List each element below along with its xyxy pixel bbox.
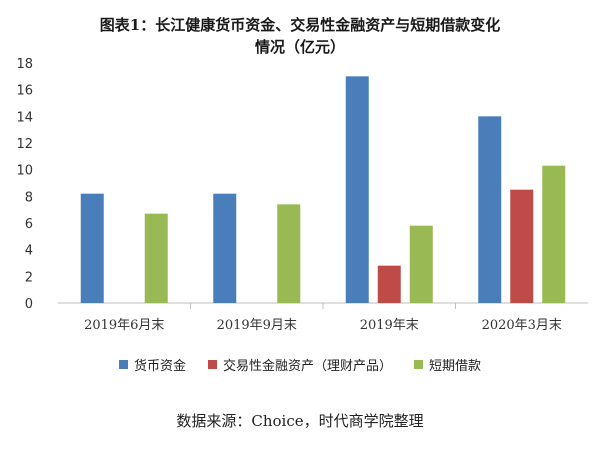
legend-swatch-cash (118, 360, 128, 369)
y-tick-label-0: 0 (25, 297, 33, 312)
legend-item-short-loans: 短期借款 (414, 355, 481, 374)
y-tick-label-14: 14 (16, 110, 33, 125)
legend-label-cash: 货币资金 (133, 359, 186, 374)
bar-1-0 (213, 193, 237, 303)
legend-swatch-trading-assets (207, 360, 217, 369)
bar-3-2 (542, 165, 566, 303)
bar-chart: 0 2 4 6 8 10 12 14 16 18 2019年6月末 2019年9月末 2019年末 202… (16, 57, 588, 333)
bar-0-2 (144, 213, 168, 303)
x-tick-label-3: 2020年3月末 (482, 318, 562, 333)
y-tick-label-2: 2 (25, 270, 33, 285)
legend-item-cash: 货币资金 (118, 355, 186, 374)
y-tick-label-6: 6 (25, 217, 33, 232)
legend-label-trading-assets: 交易性金融资产（理财产品） (222, 359, 392, 374)
y-tick-label-16: 16 (16, 84, 33, 99)
x-tick-label-1: 2019年9月末 (217, 318, 297, 333)
y-tick-label-12: 12 (16, 137, 33, 152)
x-tick-label-2: 2019年末 (360, 318, 419, 333)
y-tick-label-18: 18 (16, 57, 33, 72)
y-tick-label-4: 4 (25, 244, 33, 259)
bar-2-0 (345, 76, 369, 303)
data-source-note: 数据来源：Choice，时代商学院整理 (176, 412, 424, 430)
legend-label-short-loans: 短期借款 (429, 359, 482, 374)
legend: 货币资金 交易性金融资产（理财产品） 短期借款 (0, 355, 600, 374)
y-tick-label-10: 10 (16, 164, 33, 179)
bar-2-2 (409, 225, 433, 303)
bar-1-2 (277, 204, 301, 303)
bar-3-0 (478, 116, 502, 303)
bar-3-1 (510, 189, 534, 303)
y-tick-label-8: 8 (25, 190, 33, 205)
chart-title-line2: 情况（亿元） (254, 38, 345, 56)
bar-2-1 (377, 265, 401, 303)
chart-title-line1: 图表1：长江健康货币资金、交易性金融资产与短期借款变化 (99, 16, 501, 34)
legend-item-trading-assets: 交易性金融资产（理财产品） (207, 355, 392, 374)
x-tick-label-0: 2019年6月末 (84, 318, 164, 333)
bar-0-0 (80, 193, 104, 303)
legend-swatch-short-loans (414, 360, 423, 369)
